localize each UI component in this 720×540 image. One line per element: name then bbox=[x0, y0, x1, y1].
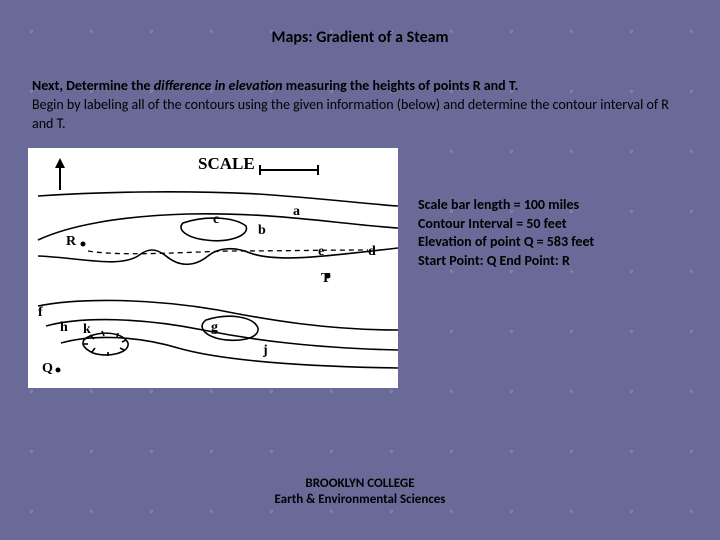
label-a: a bbox=[293, 204, 300, 220]
label-g: g bbox=[211, 320, 218, 336]
instructions-block: Next, Determine the difference in elevat… bbox=[0, 47, 720, 134]
contour-map-svg bbox=[28, 148, 398, 388]
label-h: h bbox=[60, 320, 68, 336]
info-line: Scale bar length = 100 miles bbox=[418, 196, 594, 215]
info-line: Start Point: Q End Point: R bbox=[418, 252, 594, 271]
dashed-stream bbox=[88, 250, 368, 254]
contour-map: SCALE R T Q a b c d e f g h j k bbox=[28, 148, 398, 388]
label-Q: Q bbox=[42, 361, 53, 377]
instruction-line-1: Next, Determine the difference in elevat… bbox=[32, 77, 518, 94]
label-e: e bbox=[318, 244, 324, 260]
label-j: j bbox=[263, 343, 268, 359]
footer-line-2: Earth & Environmental Sciences bbox=[0, 492, 720, 508]
label-f: f bbox=[38, 305, 43, 321]
label-k: k bbox=[83, 322, 91, 338]
slide-footer: BROOKLYN COLLEGE Earth & Environmental S… bbox=[0, 476, 720, 509]
slide-title: Maps: Gradient of a Steam bbox=[0, 0, 720, 47]
info-line: Elevation of point Q = 583 feet bbox=[418, 233, 594, 252]
label-T: T bbox=[321, 271, 330, 287]
upper-contours bbox=[38, 191, 398, 263]
line1-italic: difference in elevation bbox=[154, 77, 283, 94]
info-line: Contour Interval = 50 feet bbox=[418, 215, 594, 234]
scale-label: SCALE bbox=[198, 154, 255, 174]
line1-prefix: Next, Determine the bbox=[32, 77, 154, 94]
label-d: d bbox=[368, 244, 376, 260]
map-info: Scale bar length = 100 miles Contour Int… bbox=[418, 148, 594, 388]
point-Q-marker bbox=[56, 367, 61, 372]
label-b: b bbox=[258, 223, 266, 239]
footer-line-1: BROOKLYN COLLEGE bbox=[0, 476, 720, 492]
instruction-line-2: Begin by labeling all of the contours us… bbox=[32, 96, 669, 132]
label-R: R bbox=[66, 234, 76, 250]
lower-contours bbox=[38, 300, 398, 368]
line1-suffix: measuring the heights of points R and T. bbox=[283, 77, 519, 94]
point-R-marker bbox=[81, 241, 86, 246]
label-c: c bbox=[213, 212, 219, 228]
content-row: SCALE R T Q a b c d e f g h j k Scale ba… bbox=[0, 134, 720, 388]
